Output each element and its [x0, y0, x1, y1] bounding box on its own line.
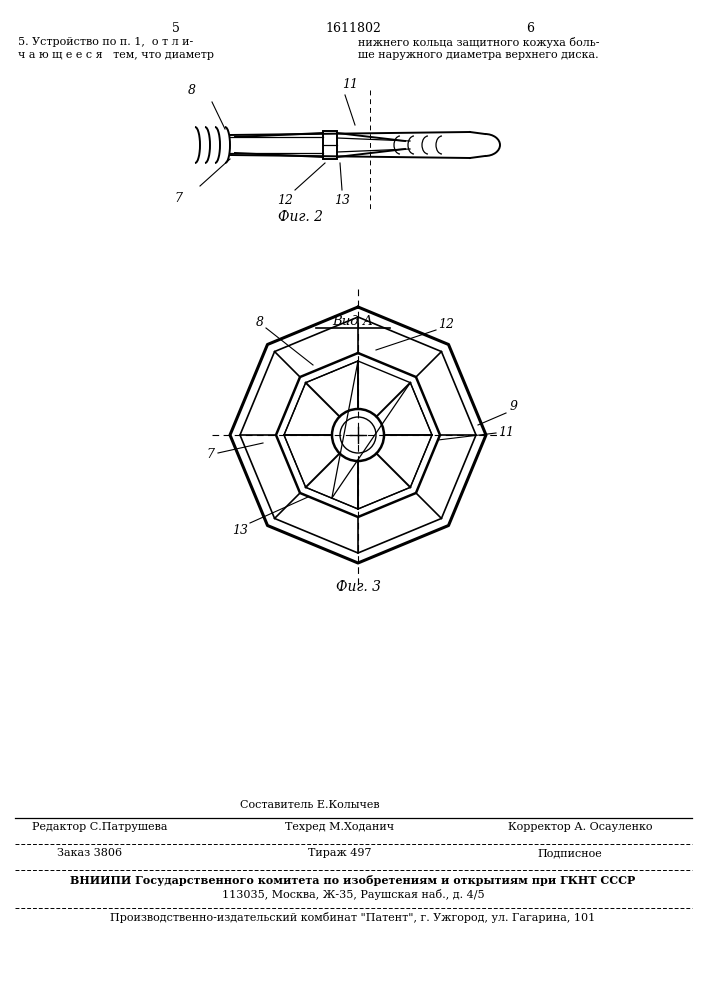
- Text: 5: 5: [172, 22, 180, 35]
- Text: 1611802: 1611802: [325, 22, 381, 35]
- Bar: [323, 131, 337, 159]
- Text: 8: 8: [256, 316, 264, 330]
- Text: 12: 12: [277, 194, 293, 207]
- Text: Заказ 3806: Заказ 3806: [57, 848, 122, 858]
- Text: 113035, Москва, Ж-35, Раушская наб., д. 4/5: 113035, Москва, Ж-35, Раушская наб., д. …: [222, 889, 484, 900]
- Text: ше наружного диаметра верхнего диска.: ше наружного диаметра верхнего диска.: [358, 50, 599, 60]
- Text: Фиг. 2: Фиг. 2: [278, 210, 322, 224]
- Text: 8: 8: [188, 84, 196, 97]
- Text: 12: 12: [438, 318, 454, 332]
- Text: 11: 11: [342, 79, 358, 92]
- Text: ВНИИПИ Государственного комитета по изобретениям и открытиям при ГКНТ СССР: ВНИИПИ Государственного комитета по изоб…: [71, 875, 636, 886]
- Text: 11: 11: [498, 426, 514, 440]
- Text: Подписное: Подписное: [537, 848, 602, 858]
- Text: Производственно-издательский комбинат "Патент", г. Ужгород, ул. Гагарина, 101: Производственно-издательский комбинат "П…: [110, 912, 595, 923]
- Text: 9: 9: [510, 400, 518, 414]
- Text: 13: 13: [334, 194, 350, 207]
- Text: 7: 7: [206, 448, 214, 462]
- Text: Вид А: Вид А: [332, 315, 373, 328]
- Text: Фиг. 3: Фиг. 3: [336, 580, 380, 594]
- Text: Редактор С.Патрушева: Редактор С.Патрушева: [33, 822, 168, 832]
- Text: Техред М.Ходанич: Техред М.Ходанич: [286, 822, 395, 832]
- Text: нижнего кольца защитного кожуха боль-: нижнего кольца защитного кожуха боль-: [358, 37, 600, 48]
- Text: 13: 13: [232, 524, 248, 536]
- Text: 7: 7: [174, 192, 182, 205]
- Text: 6: 6: [526, 22, 534, 35]
- Text: 5. Устройство по п. 1,  о т л и-: 5. Устройство по п. 1, о т л и-: [18, 37, 193, 47]
- Text: Составитель Е.Колычев: Составитель Е.Колычев: [240, 800, 380, 810]
- Text: ч а ю щ е е с я   тем, что диаметр: ч а ю щ е е с я тем, что диаметр: [18, 50, 214, 60]
- Text: Тираж 497: Тираж 497: [308, 848, 372, 858]
- Text: Корректор А. Осауленко: Корректор А. Осауленко: [508, 822, 653, 832]
